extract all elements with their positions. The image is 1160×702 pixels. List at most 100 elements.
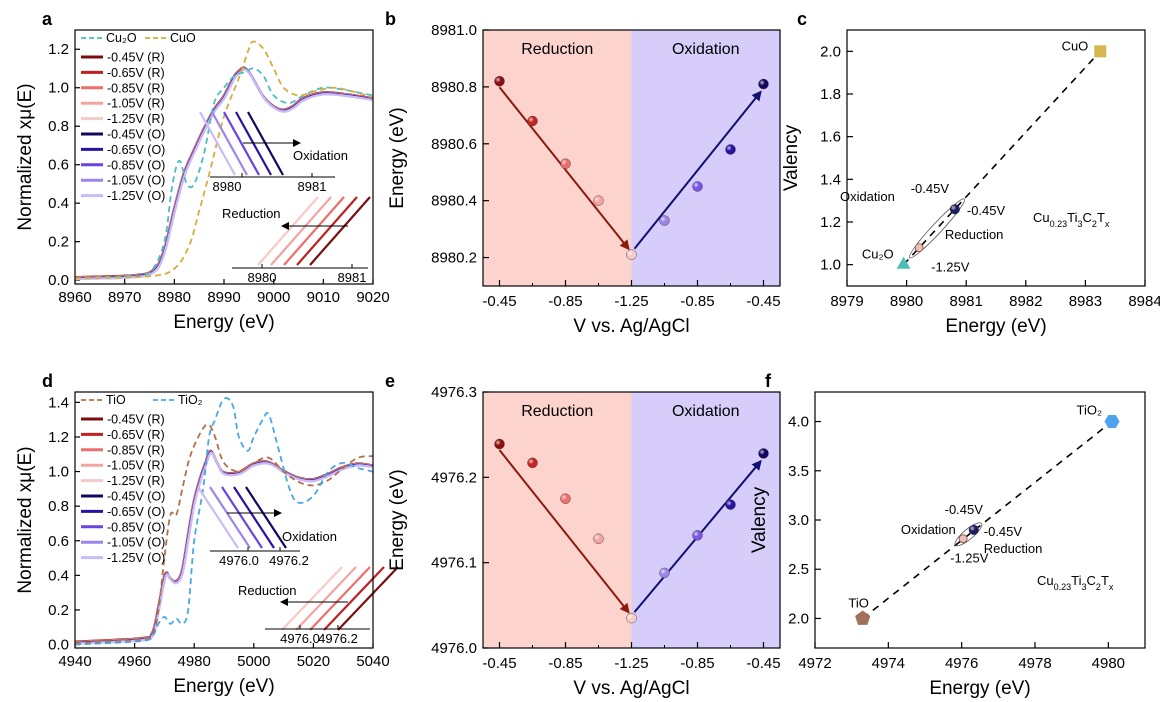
inset-line [223, 111, 260, 176]
point-annotation: -0.45V [967, 203, 1006, 218]
redox-loop [908, 198, 966, 259]
spectra [74, 397, 374, 646]
inset-label: Reduction [238, 583, 297, 598]
reduction-point--0.65-highlight [527, 116, 538, 127]
panel-letter: a [42, 9, 53, 29]
legend-label: -1.05V (O) [107, 174, 165, 188]
y-tick-label: 1.6 [820, 129, 841, 146]
inset-tick-label: 8980 [213, 179, 242, 194]
y-axis-label: Energy (eV) [387, 107, 408, 208]
reduction-point--0.85-highlight [560, 493, 571, 504]
y-tick-label: 1.2 [820, 214, 841, 231]
legend-label: -0.65V (R) [107, 428, 165, 442]
inset-reduction: Reduction 8980 8981 [222, 196, 371, 285]
legend-label: Cu₂O [106, 31, 137, 45]
reduction-point--1.05-highlight [593, 195, 604, 206]
x-axis-label: Energy (eV) [945, 316, 1046, 337]
reference-label-TiO: TiO [848, 595, 868, 610]
inset-line [283, 196, 345, 266]
point-annotation: Reduction [984, 541, 1043, 556]
point-highlight [949, 204, 960, 215]
oxidation-point--0.85-highlight [692, 181, 703, 192]
sample-label: Cu0.23Ti3C2Tx [1033, 210, 1110, 229]
x-axis: 4972 4974 4976 4978 4980 [798, 642, 1125, 672]
y-axis: 1.0 1.2 1.4 1.6 1.8 2.0 [820, 43, 853, 274]
inset-line [245, 486, 287, 549]
point-annotation: -0.45V [984, 524, 1023, 539]
y-tick-label: 0.0 [48, 637, 69, 654]
y-tick-label: 4976.0 [431, 640, 477, 657]
legend: TiO TiO₂ -0.45V (R)-0.65V (R)-0.85V (R) -1.… [81, 393, 203, 565]
inset-tick-label: 4976.2 [318, 631, 358, 646]
panel-letter: e [385, 371, 395, 391]
panel-letter: c [797, 9, 807, 29]
x-axis-label: V vs. Ag/AgCl [573, 678, 689, 699]
x-tick-label: 4980 [178, 653, 211, 670]
x-tick-label: 8980 [158, 289, 191, 306]
panel-letter: b [385, 9, 396, 29]
inset-label: Oxidation [282, 529, 337, 544]
legend-label: -1.25V (R) [107, 474, 165, 488]
y-axis: 8980.2 8980.4 8980.6 8980.8 8981.0 [431, 22, 489, 267]
inset-tick-label: 4976.0 [280, 631, 320, 646]
reference-marker-CuO [1094, 45, 1107, 58]
y-tick-label: 1.8 [820, 86, 841, 103]
inset-tick-label: 8981 [338, 270, 367, 285]
legend-label: -1.25V (O) [107, 189, 165, 203]
oxidation-point--1.05-highlight [659, 567, 670, 578]
fit-line [862, 420, 1113, 620]
y-tick-label: 8980.2 [431, 250, 477, 267]
plot-frame [814, 391, 1146, 649]
reduction-point--0.45-highlight [494, 439, 505, 450]
panel-letter: d [42, 371, 53, 391]
legend-label: -0.65V (O) [107, 143, 165, 157]
reference-marker-TiO₂ [1104, 415, 1120, 428]
series-line--1.25V (O) [75, 451, 374, 645]
y-tick-label: 4976.1 [431, 555, 477, 572]
legend-label: -0.45V (R) [107, 413, 165, 427]
x-tick-label: -1.25 [614, 293, 648, 310]
spectra [74, 40, 374, 281]
plot-frame [482, 391, 781, 649]
reference-label-TiO₂: TiO₂ [1076, 403, 1102, 418]
x-tick-label: -0.45 [746, 293, 780, 310]
x-tick-label: 4972 [798, 655, 831, 672]
inset-line [199, 111, 236, 176]
x-tick-label: 8979 [830, 293, 863, 310]
inset-line [211, 111, 248, 176]
reference-line-CuO [74, 40, 374, 280]
x-tick-label: 4960 [118, 653, 151, 670]
inset-line [309, 196, 371, 266]
oxidation-arrow [633, 90, 762, 250]
panel-d: d 4940 4960 4980 5000 5020 5040 0.0 0.2 0.4 0.6 0.8… [15, 371, 399, 697]
y-tick-label: 4976.2 [431, 469, 477, 486]
x-axis: 4940 4960 4980 5000 5020 5040 [58, 643, 390, 670]
legend-label: -0.45V (O) [107, 128, 165, 142]
panel-c: c 8979 8980 8981 8982 8983 8984 1.0 1.2 1.4 1.6 1.8… [781, 9, 1160, 337]
oxidation-point--0.65-highlight [725, 144, 736, 155]
inset-line [221, 486, 263, 549]
reference-line-TiO [74, 423, 374, 644]
oxidation-point--0.45-highlight [758, 448, 769, 459]
point-annotation: -0.45V [911, 181, 950, 196]
reference-marker-Cu₂O [896, 256, 911, 269]
sample-label: Cu0.23Ti3C2Tx [1037, 573, 1114, 592]
y-tick-label: 2.5 [788, 561, 809, 578]
point-annotation: -1.25V [950, 551, 989, 566]
y-axis-label: Energy (eV) [387, 469, 408, 570]
y-tick-label: 2.0 [788, 610, 809, 627]
data-points [494, 75, 769, 260]
y-tick-label: 0.4 [48, 567, 69, 584]
y-axis: 2.0 2.5 3.0 3.5 4.0 [788, 414, 821, 627]
region-label-reduction: Reduction [521, 403, 593, 420]
inset-label: Reduction [222, 206, 281, 221]
inset-line [233, 486, 275, 549]
y-axis: 4976.0 4976.1 4976.2 4976.3 [431, 384, 489, 657]
y-tick-label: 0.8 [48, 498, 69, 515]
x-axis-label: Energy (eV) [929, 678, 1030, 699]
x-tick-label: 5040 [356, 653, 389, 670]
legend-label: -1.05V (R) [107, 459, 165, 473]
redox-loop [954, 522, 983, 547]
